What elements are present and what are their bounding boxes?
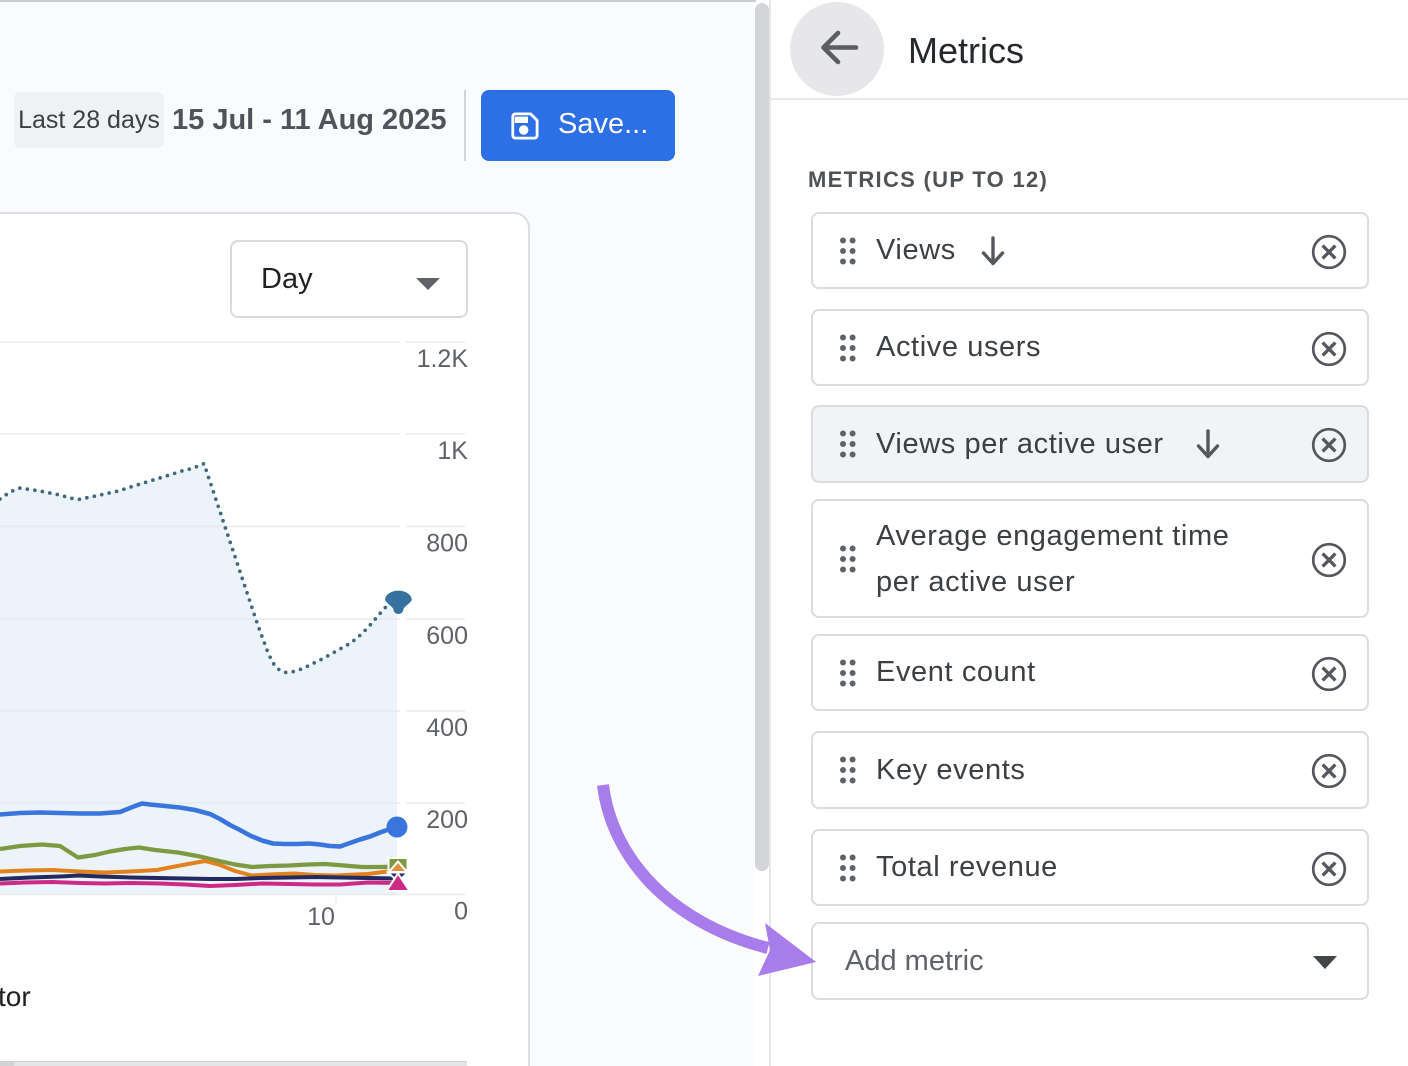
svg-text:0: 0 xyxy=(454,898,468,926)
svg-text:800: 800 xyxy=(426,530,468,558)
svg-text:200: 200 xyxy=(426,806,468,834)
svg-text:600: 600 xyxy=(426,622,468,650)
svg-text:400: 400 xyxy=(426,714,468,742)
svg-text:10: 10 xyxy=(307,903,335,931)
svg-text:1K: 1K xyxy=(437,437,468,465)
svg-text:1.2K: 1.2K xyxy=(417,345,469,373)
